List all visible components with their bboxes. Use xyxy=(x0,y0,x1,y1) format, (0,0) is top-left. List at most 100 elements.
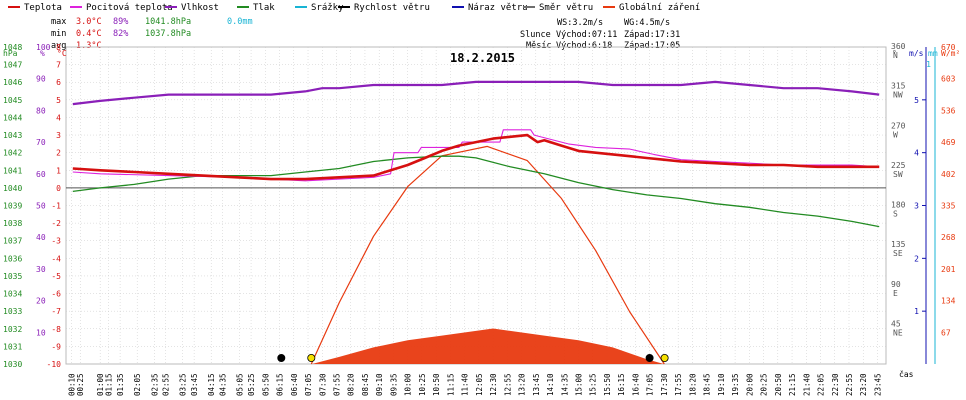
time-tick-9: 03:45 xyxy=(190,373,199,396)
time-tick-34: 14:10 xyxy=(546,373,555,396)
hpa-tick-11: 1041 xyxy=(3,166,22,175)
time-tick-35: 14:35 xyxy=(560,373,569,396)
time-tick-52: 21:40 xyxy=(802,373,811,396)
hpa-tick-3: 1033 xyxy=(3,307,22,316)
hpa-tick-10: 1040 xyxy=(3,184,22,193)
temp-tick-1: 7 xyxy=(56,61,61,70)
series-radiation-theoretical xyxy=(310,145,665,365)
humidity-tick-1: 20 xyxy=(36,297,46,306)
time-tick-6: 02:35 xyxy=(150,373,159,396)
humidity-tick-9: 100 xyxy=(36,43,51,52)
temp-tick-3: 5 xyxy=(56,96,61,105)
hpa-tick-6: 1036 xyxy=(3,254,22,263)
time-tick-18: 07:30 xyxy=(318,373,327,396)
moon-rise: Východ:6:18 xyxy=(556,41,612,51)
rain-tick-0: 1 xyxy=(926,60,931,69)
temp-tick-6: 2 xyxy=(56,149,61,158)
humidity-title: % xyxy=(40,49,45,58)
chart-axes: 1030103110321033103410351036103710381039… xyxy=(3,42,960,396)
time-tick-1: 00:25 xyxy=(76,373,85,396)
time-tick-25: 10:25 xyxy=(418,373,427,396)
sun-set: Západ:17:31 xyxy=(624,30,680,40)
time-tick-14: 05:50 xyxy=(261,373,270,396)
time-tick-57: 23:45 xyxy=(873,373,882,396)
temp-title: °C xyxy=(57,49,67,58)
temp-tick-18: -10 xyxy=(47,360,62,369)
time-tick-49: 20:25 xyxy=(760,373,769,396)
temp-tick-13: -5 xyxy=(51,272,61,281)
dir-tick-6: 90 xyxy=(891,280,901,289)
series-radiation-area xyxy=(312,328,664,364)
legend-label-2: Vlhkost xyxy=(181,3,219,13)
temp-tick-8: 0 xyxy=(56,184,61,193)
time-tick-12: 05:05 xyxy=(236,373,245,396)
time-tick-43: 17:55 xyxy=(674,373,683,396)
time-tick-24: 10:00 xyxy=(404,373,413,396)
dir-name-1: NW xyxy=(893,91,903,100)
moon-set: Západ:17:05 xyxy=(624,41,680,51)
time-tick-31: 12:55 xyxy=(503,373,512,396)
time-tick-37: 15:25 xyxy=(589,373,598,396)
stats-max-label: max xyxy=(51,17,66,27)
chart-marks xyxy=(72,80,880,365)
humidity-tick-7: 80 xyxy=(36,106,46,115)
hpa-tick-1: 1031 xyxy=(3,342,22,351)
time-tick-2: 01:00 xyxy=(96,373,105,396)
time-tick-42: 17:30 xyxy=(660,373,669,396)
humidity-tick-4: 50 xyxy=(36,202,46,211)
rad-tick-4: 335 xyxy=(941,202,956,211)
time-tick-7: 02:55 xyxy=(162,373,171,396)
chart-grid xyxy=(65,46,887,365)
series-temperature xyxy=(72,133,880,181)
legend-label-8: Globální záření xyxy=(619,3,700,13)
time-tick-54: 22:30 xyxy=(831,373,840,396)
time-tick-27: 11:15 xyxy=(446,373,455,396)
dir-tick-0: 360 xyxy=(891,42,906,51)
rad-tick-8: 603 xyxy=(941,75,956,84)
temp-tick-12: -4 xyxy=(51,254,61,263)
dir-name-3: SW xyxy=(893,170,903,179)
time-tick-47: 19:35 xyxy=(731,373,740,396)
series-humidity xyxy=(72,80,880,106)
humidity-tick-5: 60 xyxy=(36,170,46,179)
dir-tick-7: 45 xyxy=(891,319,901,328)
hpa-tick-9: 1039 xyxy=(3,202,22,211)
hpa-tick-7: 1037 xyxy=(3,237,22,246)
stats-min-press: 1037.8hPa xyxy=(145,29,191,39)
time-tick-41: 17:05 xyxy=(646,373,655,396)
time-tick-39: 16:15 xyxy=(617,373,626,396)
time-tick-3: 01:15 xyxy=(105,373,114,396)
moonrise-marker xyxy=(277,353,286,362)
rad-tick-6: 469 xyxy=(941,138,956,147)
hpa-tick-8: 1038 xyxy=(3,219,22,228)
legend-label-0: Teplota xyxy=(24,3,62,13)
stats-max-press: 1041.8hPa xyxy=(145,17,191,27)
time-tick-53: 22:05 xyxy=(817,373,826,396)
time-tick-45: 18:45 xyxy=(703,373,712,396)
rad-tick-7: 536 xyxy=(941,106,956,115)
temp-tick-0: 8 xyxy=(56,43,61,52)
legend-label-5: Rychlost větru xyxy=(354,3,430,13)
rain-title: mm xyxy=(928,49,938,58)
time-tick-4: 01:35 xyxy=(116,373,125,396)
rad-tick-3: 268 xyxy=(941,233,956,242)
time-tick-56: 23:20 xyxy=(859,373,868,396)
humidity-tick-3: 40 xyxy=(36,233,46,242)
wind-title: m/s xyxy=(909,49,924,58)
temp-tick-10: -2 xyxy=(51,219,61,228)
time-tick-17: 07:05 xyxy=(304,373,313,396)
stats-max-temp: 3.0°C xyxy=(76,17,102,27)
rad-tick-1: 134 xyxy=(941,297,956,306)
wind-ws: WS:3.2m/s xyxy=(557,18,603,28)
time-tick-32: 13:20 xyxy=(518,373,527,396)
time-tick-38: 15:50 xyxy=(603,373,612,396)
time-tick-15: 06:15 xyxy=(276,373,285,396)
legend-label-6: Náraz větru xyxy=(468,3,528,13)
stats-avg-label: avg xyxy=(51,41,66,51)
hpa-title: hPa xyxy=(3,49,18,58)
dir-name-4: S xyxy=(893,210,898,219)
temp-tick-4: 4 xyxy=(56,113,61,122)
dir-name-2: W xyxy=(893,130,898,139)
time-tick-36: 15:00 xyxy=(575,373,584,396)
